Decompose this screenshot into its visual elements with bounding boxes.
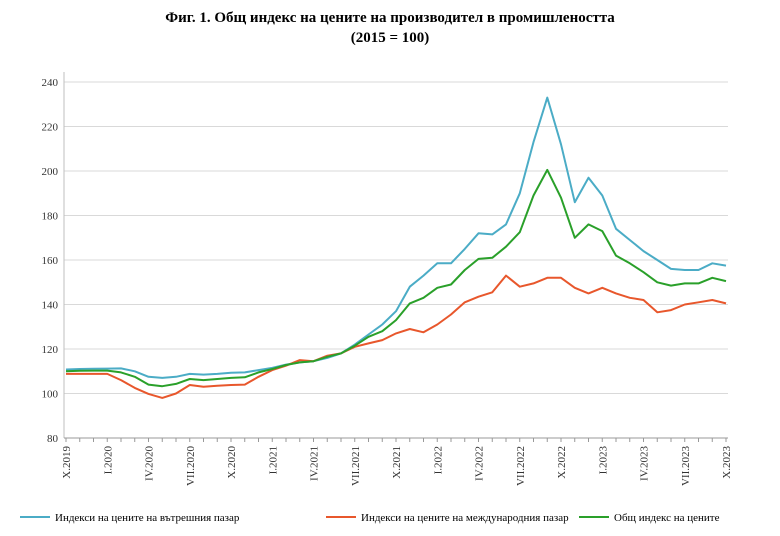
x-tick-label: I.2023 (597, 446, 609, 475)
legend-label-1: Индекси на цените на вътрешния пазар (55, 512, 240, 524)
y-tick-label: 80 (47, 433, 59, 445)
y-tick-label: 220 (42, 122, 59, 134)
y-tick-label: 200 (42, 166, 59, 178)
y-tick-label: 160 (42, 255, 59, 267)
y-tick-label: 180 (42, 211, 59, 223)
series-line-3 (65, 168, 727, 388)
axes (63, 72, 728, 442)
x-tick-label: I.2021 (267, 446, 279, 474)
series-line-2 (66, 274, 727, 399)
x-tick-label: X.2023 (721, 446, 733, 479)
x-tick-label: X.2019 (61, 446, 73, 479)
y-tick-label: 140 (42, 300, 59, 312)
x-tick-label: I.2020 (102, 446, 114, 475)
grid-lines (64, 81, 728, 439)
chart-subtitle: (2015 = 100) (350, 30, 430, 46)
x-tick-label: I.2022 (432, 446, 444, 474)
series-line-1 (65, 96, 727, 379)
x-tick-label: X.2020 (226, 446, 238, 479)
x-tick-label: X.2022 (556, 446, 568, 479)
x-tick-label: IV.2021 (309, 446, 321, 481)
x-tick-label: VII.2021 (350, 446, 362, 486)
legend-label-2: Индекси на цените на международния пазар (361, 512, 569, 524)
legend: Индекси на цените на вътрешния пазар Инде… (20, 512, 720, 524)
series-lines (65, 96, 727, 399)
chart-title: Фиг. 1. Общ индекс на цените на производ… (165, 10, 615, 26)
x-tick-label: IV.2023 (639, 446, 651, 481)
y-tick-label: 120 (42, 344, 59, 356)
y-axis-tick-labels: 80 100 120 140 160 180 200 220 240 (42, 77, 59, 445)
legend-label-3: Общ индекс на цените (614, 512, 720, 524)
x-tick-label: VII.2020 (185, 446, 197, 487)
chart-title-block: Фиг. 1. Общ индекс на цените на производ… (0, 8, 780, 48)
x-tick-label: IV.2022 (474, 446, 486, 481)
x-tick-label: X.2021 (391, 446, 403, 479)
x-tick-label: VII.2022 (515, 446, 527, 486)
x-axis-tick-labels: X.2019 I.2020 IV.2020 VII.2020 X.2020 I.2021 I… (61, 446, 733, 487)
y-tick-label: 240 (42, 77, 59, 89)
y-tick-label: 100 (42, 389, 59, 401)
x-tick-label: IV.2020 (144, 446, 156, 481)
x-tick-label: VII.2023 (680, 446, 692, 487)
